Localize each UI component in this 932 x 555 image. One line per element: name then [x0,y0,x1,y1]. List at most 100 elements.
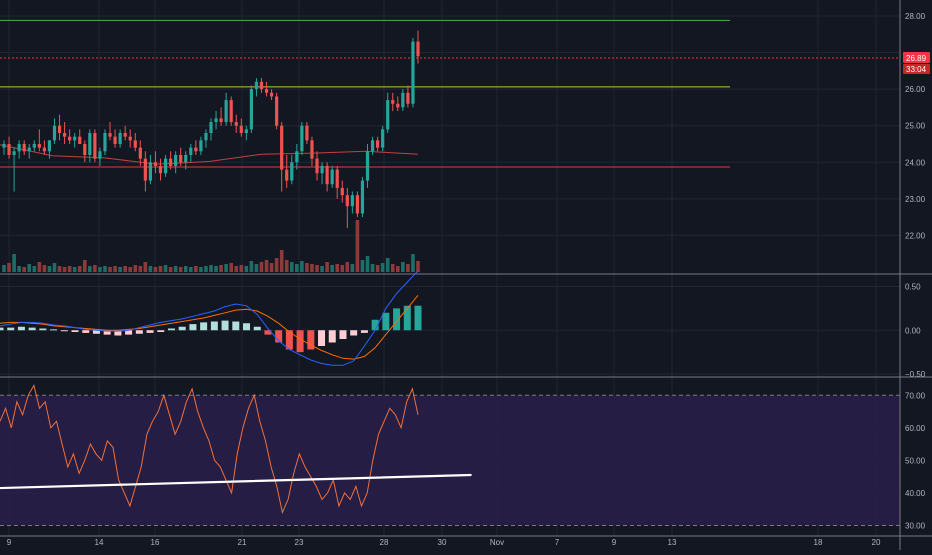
candle-body [73,136,77,141]
macd-histogram-bar [7,327,15,331]
volume-bar [189,267,193,272]
candle-body [88,133,92,155]
candle-body [416,41,420,57]
rsi-tick-label: 30.00 [905,521,926,530]
macd-tick-label: 0.00 [905,326,921,335]
macd-histogram-bar [275,330,283,343]
candle-body [386,100,390,130]
volume-bar [385,258,390,272]
rsi-tick-label: 70.00 [905,391,926,400]
volume-bar [88,266,92,272]
candle-body [138,147,142,159]
volume-bar [325,262,329,272]
candle-body [396,103,400,108]
macd-histogram-bar [339,330,347,339]
volume-bar [57,266,62,272]
candle-body [12,151,16,155]
volume-bar [17,266,21,272]
candle-body [153,162,158,166]
volume-bar [108,267,112,272]
rsi-tick-label: 50.00 [905,456,926,465]
candle-body [275,96,279,126]
volume-bar [355,220,360,272]
trendline[interactable] [0,473,472,490]
candle-body [219,118,223,123]
price-tick-label: 25.00 [905,122,926,131]
price-tick-label: 28.00 [905,12,926,21]
macd-histogram-bar [125,330,133,335]
candle-body [209,122,213,134]
candle-body [280,125,284,170]
candle-body [184,154,188,163]
time-tick-label: 16 [151,538,160,547]
volume-bar [194,266,198,272]
candle-body [249,89,253,130]
volume-bar [284,260,289,272]
macd-histogram-bar [114,330,122,336]
candle-body [401,92,405,108]
volume-bar [375,265,380,272]
rsi-tick-label: 60.00 [905,424,926,433]
candle-body [411,41,415,104]
volume-bar [62,267,67,272]
volume-bar [289,262,294,272]
macd-pane [0,270,422,366]
candle-body [199,140,203,152]
time-tick-label: 30 [438,538,447,547]
rsi-band [0,394,900,526]
macd-histogram-bar [328,330,336,343]
volume-bar [143,262,148,272]
macd-histogram-bar [360,330,368,333]
volume-bar [128,267,133,272]
price-tick-label: 26.00 [905,85,926,94]
volume-bar [229,263,233,272]
candle-body [7,143,11,155]
macd-histogram-bar [414,305,422,331]
macd-histogram-bar [28,327,36,331]
volume-bar [178,267,183,272]
moving-average [0,144,419,165]
volume-bar [239,265,244,272]
candle-body [224,100,228,123]
macd-histogram-bar [264,330,272,335]
volume-bar [350,264,355,272]
candle-body [22,143,26,152]
macd-histogram-bar [371,319,379,331]
candle-body [32,143,36,148]
price-tick-label: 24.00 [905,158,926,167]
volume-bar [173,266,178,272]
volume-bar [330,265,334,272]
candle-body [52,125,57,141]
macd-histogram-bar [403,305,411,331]
macd-line [0,270,419,366]
ma-line [0,144,419,165]
macd-histogram-bar [189,324,197,331]
macd-histogram-bar [82,330,90,333]
rsi-tick-label: 40.00 [905,489,926,498]
candle-body [148,162,153,181]
candle-body [239,125,243,134]
candle-body [391,100,395,104]
candle-body [133,140,137,148]
macd-histogram-bar [285,330,293,350]
macd-histogram-bar [253,326,261,331]
candle-body [365,151,370,181]
candle-body [128,136,132,141]
volume-bar [264,260,269,272]
macd-histogram-bar [296,330,304,353]
price-axis[interactable]: 28.00 26.00 25.00 24.00 23.00 22.00 26.89 33:04… [903,12,930,531]
candle-body [234,122,238,126]
candle-body [381,129,385,148]
candle-body [300,125,304,152]
candle-body [335,169,339,188]
candle-body [254,81,259,90]
time-axis[interactable]: 9 14 16 21 23 28 30 Nov 7 9 13 18 20 [7,538,881,547]
macd-histogram-bar [0,327,4,331]
candle-body [103,133,107,152]
volume-bar [406,264,410,272]
volume-bar [345,262,350,272]
candle-body [62,133,67,137]
